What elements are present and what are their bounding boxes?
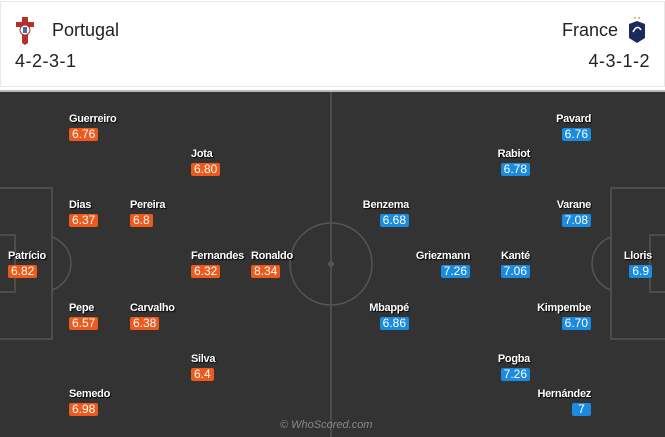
player-away[interactable]: Mbappé 6.86 (369, 302, 409, 330)
france-crest-icon (629, 17, 645, 43)
player-rating: 6.9 (629, 265, 652, 278)
player-home[interactable]: Silva 6.4 (191, 353, 215, 381)
player-home[interactable]: Ronaldo 8.34 (251, 250, 293, 278)
player-home[interactable]: Dias 6.37 (69, 199, 99, 227)
player-away[interactable]: Pavard 6.76 (556, 113, 591, 141)
player-away[interactable]: Varane 7.08 (557, 199, 591, 227)
player-rating: 6.8 (130, 214, 153, 227)
player-rating: 6.70 (561, 317, 591, 330)
player-away[interactable]: Pogba 7.26 (498, 353, 530, 381)
player-rating: 7 (572, 403, 591, 416)
player-home[interactable]: Semedo 6.98 (69, 388, 110, 416)
player-rating: 6.32 (191, 265, 221, 278)
player-rating: 7.26 (440, 265, 470, 278)
player-name: Silva (191, 353, 216, 365)
player-rating: 6.80 (191, 163, 221, 176)
player-name: Semedo (69, 388, 110, 400)
player-home[interactable]: Guerreiro 6.76 (69, 113, 117, 141)
player-home[interactable]: Pereira 6.8 (130, 199, 166, 227)
player-rating: 6.4 (191, 368, 214, 381)
player-rating: 8.34 (251, 265, 281, 278)
player-home[interactable]: Carvalho 6.38 (130, 302, 175, 330)
player-away[interactable]: Lloris 6.9 (624, 250, 652, 278)
player-rating: 6.86 (379, 317, 409, 330)
player-name: Jota (191, 148, 213, 160)
away-team-name[interactable]: France (561, 20, 618, 40)
player-name: Dias (69, 199, 92, 211)
player-away[interactable]: Kimpembe 6.70 (537, 302, 591, 330)
player-home[interactable]: Fernandes 6.32 (191, 250, 244, 278)
player-name: Kanté (500, 250, 530, 262)
player-name: Lloris (623, 250, 652, 262)
player-name: Griezmann (415, 250, 470, 262)
player-name: Pogba (497, 353, 530, 365)
player-rating: 7.26 (500, 368, 530, 381)
player-rating: 7.06 (500, 265, 530, 278)
player-away[interactable]: Rabiot 6.78 (498, 148, 530, 176)
player-name: Varane (556, 199, 592, 211)
player-name: Fernandes (191, 250, 244, 262)
player-name: Pereira (130, 199, 166, 211)
player-home[interactable]: Jota 6.80 (191, 148, 221, 176)
home-formation: 4-2-3-1 (15, 51, 77, 71)
player-rating: 6.68 (379, 214, 409, 227)
portugal-crest-icon (16, 17, 34, 45)
pitch-markings (0, 92, 665, 437)
player-rating: 6.37 (69, 214, 99, 227)
player-rating: 6.57 (69, 317, 99, 330)
player-name: Guerreiro (69, 113, 117, 125)
player-rating: 6.76 (69, 128, 99, 141)
home-team-name[interactable]: Portugal (52, 20, 120, 40)
player-home[interactable]: Patrício 6.82 (8, 250, 46, 278)
player-name: Kimpembe (537, 302, 591, 314)
player-rating: 6.78 (500, 163, 530, 176)
player-name: Benzema (362, 199, 410, 211)
pitch (0, 92, 665, 437)
player-away[interactable]: Griezmann 7.26 (416, 250, 470, 278)
watermark: © WhoScored.com (280, 419, 373, 431)
player-rating: 7.08 (561, 214, 591, 227)
away-formation: 4-3-1-2 (588, 51, 650, 71)
player-name: Carvalho (130, 302, 175, 314)
player-name: Hernández (537, 388, 591, 400)
match-header: Portugal 4-2-3-1 France 4-3-1-2 (0, 1, 665, 87)
player-away[interactable]: Benzema 6.68 (363, 199, 409, 227)
player-home[interactable]: Pepe 6.57 (69, 302, 99, 330)
player-away[interactable]: Kanté 7.06 (500, 250, 530, 278)
player-name: Patrício (8, 250, 46, 262)
player-name: Pepe (69, 302, 95, 314)
player-rating: 6.76 (561, 128, 591, 141)
divider (0, 90, 665, 92)
player-name: Pavard (556, 113, 591, 125)
player-rating: 6.82 (8, 265, 38, 278)
player-rating: 6.38 (130, 317, 160, 330)
player-name: Rabiot (497, 148, 531, 160)
player-name: Mbappé (369, 302, 409, 314)
player-away[interactable]: Hernández 7 (537, 388, 591, 416)
player-rating: 6.98 (69, 403, 99, 416)
player-name: Ronaldo (251, 250, 293, 262)
